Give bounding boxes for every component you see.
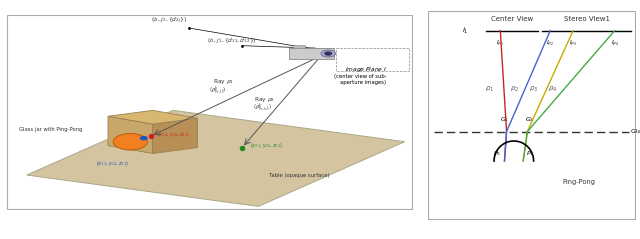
Text: Ping-Pong: Ping-Pong — [563, 179, 596, 185]
Text: $(i_1, j_1, \{d_{11}, d_{12}\})$: $(i_1, j_1, \{d_{11}, d_{12}\})$ — [207, 36, 257, 45]
Text: $i_1$: $i_1$ — [461, 26, 468, 36]
Text: aperture images): aperture images) — [340, 80, 387, 85]
Text: $(i_2, j_2, \{d_{2j}\})$: $(i_2, j_2, \{d_{2j}\})$ — [151, 16, 187, 26]
Text: $\rho_1$: $\rho_1$ — [485, 85, 495, 94]
Circle shape — [324, 52, 332, 55]
Polygon shape — [108, 116, 153, 153]
Circle shape — [113, 134, 147, 150]
Text: $P_1$: $P_1$ — [527, 149, 534, 158]
Text: Glass jar with Ping-Pong: Glass jar with Ping-Pong — [19, 127, 82, 132]
Text: Glass jar: Glass jar — [632, 129, 640, 134]
Text: Ray $\rho_2$: Ray $\rho_2$ — [254, 95, 275, 104]
Circle shape — [141, 137, 147, 140]
Text: $(\rho^k_{[i_{s,h_2}]})$: $(\rho^k_{[i_{s,h_2}]})$ — [253, 101, 272, 113]
Bar — [293, 45, 305, 48]
Text: (center view of sub-: (center view of sub- — [333, 74, 387, 79]
Polygon shape — [153, 118, 197, 153]
Polygon shape — [108, 110, 197, 124]
Text: $P_2$: $P_2$ — [493, 149, 501, 158]
Text: $(\rho^k_{[i_{c,1}]})$: $(\rho^k_{[i_{c,1}]})$ — [209, 84, 227, 95]
Polygon shape — [27, 110, 404, 206]
Text: Center View: Center View — [491, 16, 533, 22]
Circle shape — [321, 50, 335, 57]
Text: $G_2$: $G_2$ — [525, 115, 534, 124]
Text: Stereo View1: Stereo View1 — [564, 16, 610, 22]
Text: $I_{\rho_4}$: $I_{\rho_4}$ — [611, 39, 619, 49]
Text: Table (opaque surface): Table (opaque surface) — [269, 173, 330, 178]
Text: Ray $\rho_1$: Ray $\rho_1$ — [213, 77, 234, 87]
Text: $I_{\rho_1}$: $I_{\rho_1}$ — [497, 39, 504, 49]
Text: $(x_{12}, y_{12}, z_{12})$: $(x_{12}, y_{12}, z_{12})$ — [157, 130, 189, 139]
Text: $(x_{21}, y_{21}, z_{21})$: $(x_{21}, y_{21}, z_{21})$ — [250, 141, 283, 150]
Text: $\rho_2$: $\rho_2$ — [510, 85, 520, 94]
Text: $\rho_3$: $\rho_3$ — [529, 85, 538, 94]
Text: $I_{\rho_3}$: $I_{\rho_3}$ — [569, 39, 577, 49]
Text: $I_{\rho_2}$: $I_{\rho_2}$ — [547, 39, 554, 49]
Bar — [289, 48, 333, 59]
Text: $(x_{11}, y_{11}, z_{11})$: $(x_{11}, y_{11}, z_{11})$ — [96, 159, 129, 168]
Text: $\rho_4$: $\rho_4$ — [548, 85, 557, 94]
Text: $G_1$: $G_1$ — [500, 115, 509, 124]
Text: Image Plane $I$: Image Plane $I$ — [344, 65, 387, 74]
